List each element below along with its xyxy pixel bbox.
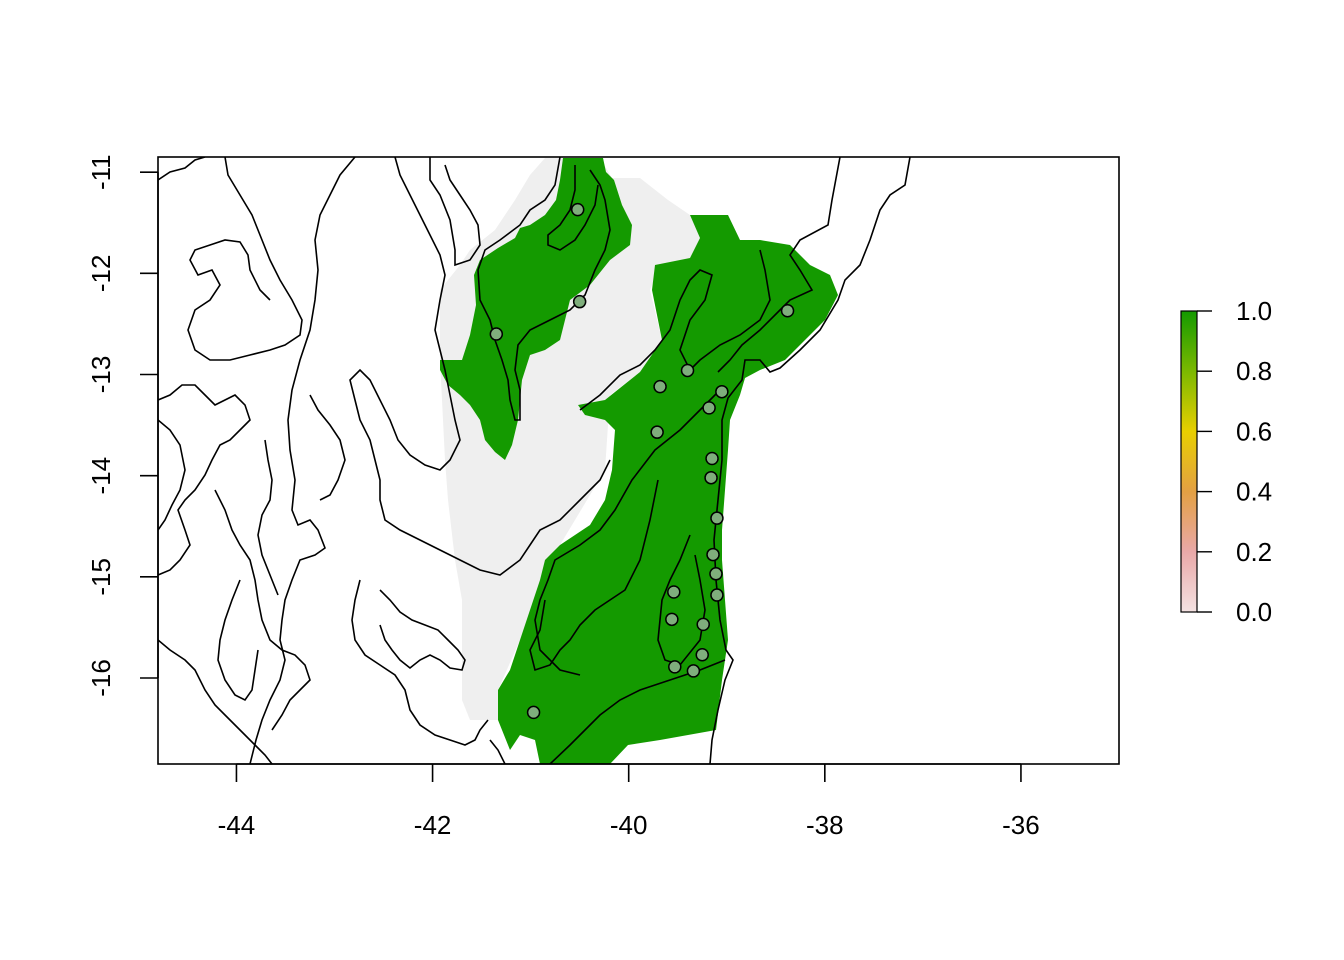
occurrence-point: [702, 401, 716, 415]
occurrence-point: [665, 612, 679, 627]
contour-east-3: [529, 479, 659, 672]
y-tick-label: -13: [86, 356, 116, 394]
y-tick-label: -16: [86, 659, 116, 697]
contour-central-2: [349, 157, 611, 576]
occurrence-point: [667, 585, 681, 599]
legend-tick-label: 0.4: [1236, 477, 1272, 507]
occurrence-points: [489, 202, 795, 720]
occurrence-point: [780, 304, 795, 318]
occurrence-point: [710, 511, 724, 525]
contour-north-1: [477, 157, 611, 421]
occurrence-point: [696, 617, 710, 632]
legend-tick-label: 0.0: [1236, 597, 1272, 627]
contour-east-1: [579, 249, 771, 411]
legend-tick-label: 0.2: [1236, 537, 1272, 567]
occurrence-point: [686, 664, 701, 678]
contour-west-9: [217, 579, 259, 702]
contour-sw-4: [309, 394, 346, 501]
contour-west-3: [158, 157, 206, 181]
contour-sw-3: [489, 739, 506, 764]
legend-colorbar: [1180, 310, 1198, 613]
y-tick-label: -15: [86, 558, 116, 596]
occurrence-point: [695, 647, 709, 662]
x-axis: -44 -42 -40 -38 -36: [218, 763, 1040, 840]
raster-high-region-coast: [498, 215, 838, 764]
y-axis: -11 -12 -13 -14 -15 -16: [86, 154, 159, 697]
x-tick-label: -42: [414, 810, 452, 840]
occurrence-point: [489, 327, 504, 341]
legend-ticks: 0.0 0.2 0.4 0.6 0.8 1.0: [1197, 296, 1272, 627]
occurrence-point: [715, 384, 729, 399]
contour-sw-2: [379, 589, 466, 671]
legend-tick-label: 0.6: [1236, 416, 1272, 446]
x-tick-label: -38: [806, 810, 844, 840]
y-tick-label: -11: [86, 154, 116, 190]
contour-west-6: [214, 489, 311, 731]
coastline: [709, 157, 911, 764]
contour-central-1: [429, 157, 481, 267]
x-tick-label: -36: [1002, 810, 1040, 840]
occurrence-point: [570, 202, 585, 217]
contour-west-4: [158, 384, 251, 576]
x-tick-label: -44: [218, 810, 256, 840]
occurrence-point: [680, 363, 695, 378]
occurrence-point: [710, 588, 724, 602]
occurrence-point: [526, 705, 541, 720]
contour-sw-1: [351, 579, 489, 746]
y-tick-label: -14: [86, 457, 116, 495]
contour-west-2: [187, 157, 303, 361]
contour-west-7: [158, 639, 273, 764]
x-tick-label: -40: [610, 810, 648, 840]
occurrence-point: [668, 660, 682, 674]
contour-lines: [158, 157, 911, 764]
y-tick-label: -12: [86, 255, 116, 293]
suitability-raster: [440, 158, 838, 764]
occurrence-point: [653, 379, 667, 394]
occurrence-point: [706, 547, 720, 562]
occurrence-point: [650, 425, 664, 439]
raster-high-region-north: [440, 158, 632, 460]
occurrence-point: [704, 470, 718, 485]
legend-tick-label: 0.8: [1236, 356, 1272, 386]
occurrence-point: [709, 567, 723, 581]
legend: 0.0 0.2 0.4 0.6 0.8 1.0: [1180, 296, 1272, 627]
contour-coast-inner: [717, 157, 841, 373]
contour-north-2: [547, 165, 599, 251]
occurrence-point: [572, 294, 587, 309]
contour-west-5: [158, 419, 186, 531]
legend-tick-label: 1.0: [1236, 296, 1272, 326]
contour-east-2: [534, 389, 721, 676]
contour-west-1: [249, 157, 356, 764]
contour-west-8: [257, 439, 279, 596]
occurrence-point: [705, 451, 719, 466]
contour-east-4: [657, 534, 706, 666]
